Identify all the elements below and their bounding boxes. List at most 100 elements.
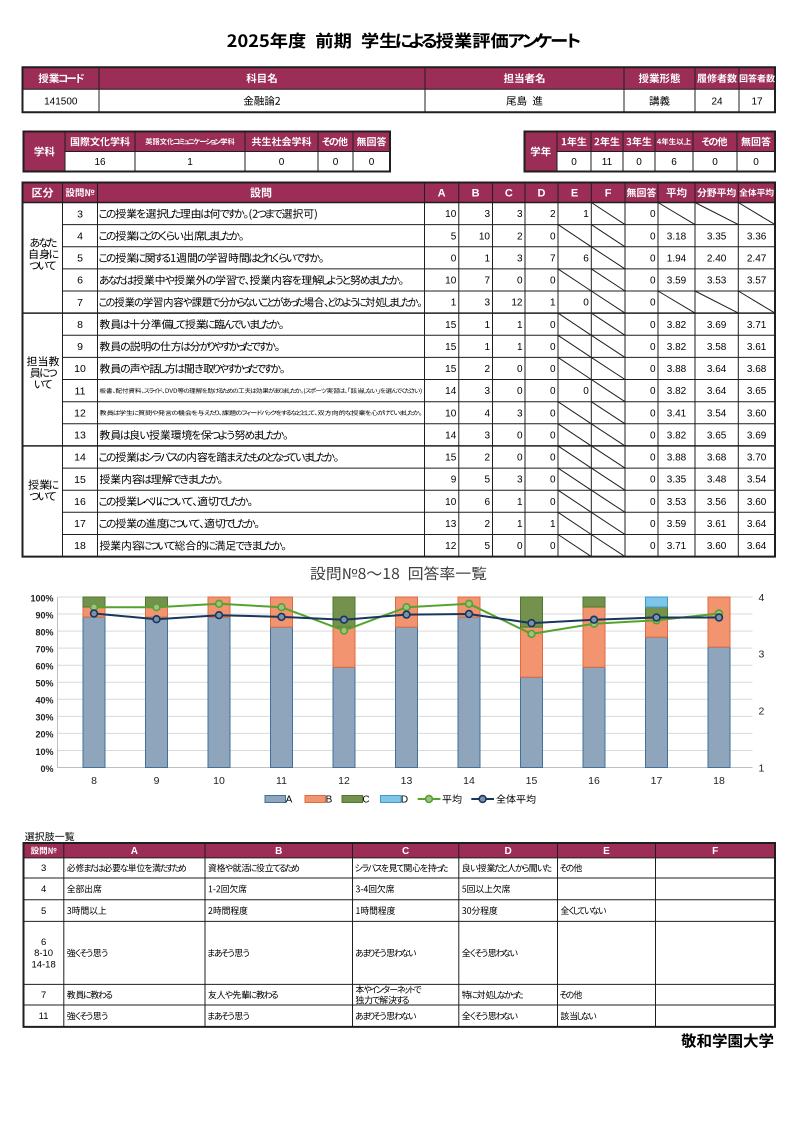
svg-text:3: 3 [41,863,46,874]
svg-text:16: 16 [74,496,86,508]
svg-text:3.88: 3.88 [667,364,687,375]
svg-text:0: 0 [650,475,656,486]
svg-text:9: 9 [154,775,160,787]
svg-text:70%: 70% [35,644,53,654]
svg-text:3.82: 3.82 [667,342,687,353]
svg-text:10%: 10% [35,747,53,757]
svg-text:11: 11 [276,775,287,787]
svg-text:1: 1 [187,157,193,168]
svg-text:3.82: 3.82 [667,431,687,442]
svg-text:17: 17 [751,96,763,107]
svg-text:B: B [326,795,333,806]
svg-text:3.35: 3.35 [707,231,727,242]
svg-text:0: 0 [517,431,523,442]
svg-text:14: 14 [445,386,457,397]
svg-text:3.61: 3.61 [747,342,767,353]
svg-text:0: 0 [650,364,656,375]
svg-text:3.53: 3.53 [667,497,687,508]
svg-text:0: 0 [650,431,656,442]
svg-text:15: 15 [445,453,457,464]
svg-text:C: C [505,188,513,200]
svg-text:0: 0 [636,157,642,168]
svg-text:3.36: 3.36 [747,231,767,242]
svg-text:3.61: 3.61 [707,519,727,530]
svg-text:3.54: 3.54 [747,475,767,486]
svg-text:16: 16 [94,157,106,168]
svg-text:2: 2 [484,364,490,375]
svg-text:18: 18 [713,775,725,787]
svg-text:10: 10 [445,408,457,419]
svg-text:0: 0 [279,157,285,168]
svg-text:3.68: 3.68 [747,364,767,375]
svg-text:100%: 100% [30,593,53,603]
svg-text:0: 0 [550,453,556,464]
svg-text:30%: 30% [35,713,53,723]
svg-text:1: 1 [583,209,589,220]
svg-text:B: B [472,188,480,200]
svg-text:3.82: 3.82 [667,386,687,397]
svg-text:0: 0 [650,298,656,309]
svg-text:3.71: 3.71 [667,541,687,552]
svg-text:E: E [571,188,578,200]
svg-text:4: 4 [484,408,490,419]
svg-text:3.41: 3.41 [667,408,687,419]
svg-text:15: 15 [526,775,538,787]
svg-text:5: 5 [484,541,490,552]
svg-text:0: 0 [650,453,656,464]
svg-text:0: 0 [451,253,457,264]
svg-text:0: 0 [550,364,556,375]
svg-text:0: 0 [550,342,556,353]
svg-text:3.64: 3.64 [747,519,767,530]
svg-text:0: 0 [650,519,656,530]
svg-text:4: 4 [41,884,46,895]
svg-text:0: 0 [517,364,523,375]
svg-text:0: 0 [550,276,556,287]
svg-text:40%: 40% [35,696,53,706]
svg-text:0%: 0% [40,764,53,774]
svg-text:0: 0 [333,157,339,168]
svg-text:3.64: 3.64 [707,364,727,375]
svg-text:0: 0 [650,209,656,220]
svg-text:0: 0 [583,386,589,397]
svg-text:3.68: 3.68 [707,453,727,464]
svg-text:D: D [538,188,546,200]
svg-text:2.40: 2.40 [707,253,727,264]
svg-text:5: 5 [77,253,83,265]
svg-text:8: 8 [77,319,83,331]
svg-text:3.88: 3.88 [667,453,687,464]
svg-text:0: 0 [650,408,656,419]
svg-text:3: 3 [77,208,83,220]
svg-text:D: D [504,846,511,857]
svg-text:6: 6 [583,253,589,264]
svg-text:5: 5 [484,475,490,486]
svg-text:10: 10 [445,209,457,220]
svg-text:50%: 50% [35,679,53,689]
svg-text:15: 15 [445,364,457,375]
svg-text:3: 3 [517,475,523,486]
svg-text:90%: 90% [35,610,53,620]
svg-text:0: 0 [550,386,556,397]
svg-text:1: 1 [517,497,523,508]
svg-text:11: 11 [39,1011,49,1022]
svg-text:141500: 141500 [44,96,78,107]
svg-text:24: 24 [711,96,723,107]
svg-text:0: 0 [550,475,556,486]
svg-text:0: 0 [550,431,556,442]
svg-text:2: 2 [484,453,490,464]
svg-text:1: 1 [484,253,490,264]
svg-text:F: F [605,188,612,200]
svg-text:1.94: 1.94 [667,253,687,264]
svg-text:20%: 20% [35,730,53,740]
svg-text:10: 10 [74,363,86,375]
svg-text:15: 15 [445,342,457,353]
svg-text:3.56: 3.56 [707,497,727,508]
svg-text:10: 10 [445,276,457,287]
svg-text:14: 14 [445,431,457,442]
svg-text:1: 1 [517,342,523,353]
svg-text:0: 0 [517,541,523,552]
svg-text:0: 0 [550,231,556,242]
svg-text:13: 13 [74,430,86,442]
svg-text:13: 13 [445,519,457,530]
svg-text:3.70: 3.70 [747,453,767,464]
svg-text:9: 9 [451,475,457,486]
